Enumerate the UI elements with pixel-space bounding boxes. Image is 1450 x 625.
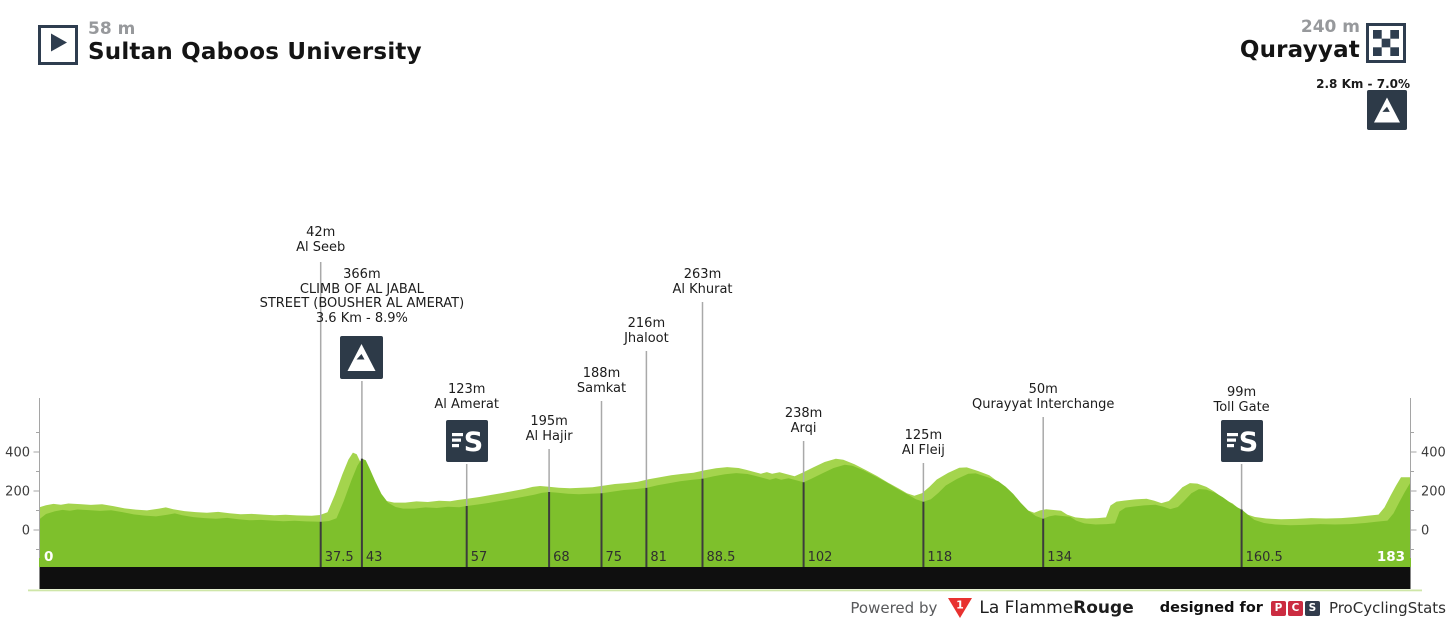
svg-text:1: 1: [957, 599, 965, 612]
y-tick-label-left: 400: [5, 446, 30, 461]
x-tick-label: 88.5: [707, 550, 736, 565]
x-tick-label: 81: [650, 550, 667, 565]
finish-flag-icon: [1366, 23, 1406, 63]
x-tick-label: 57: [471, 550, 488, 565]
lfr-name-bold: Rouge: [1073, 598, 1134, 618]
pcs-letter-c: C: [1287, 600, 1303, 616]
x-tick-label: 75: [606, 550, 623, 565]
y-tick-label-right: 400: [1421, 446, 1446, 461]
finish-block: 240 m Qurayyat: [1239, 17, 1360, 64]
procyclingstats-link[interactable]: ProCyclingStats: [1328, 599, 1446, 617]
y-tick-label-right: 200: [1421, 485, 1446, 500]
y-tick-label-right: 0: [1421, 524, 1429, 539]
pcs-letter-s: S: [1304, 600, 1320, 616]
x-tick-label: 160.5: [1246, 550, 1283, 565]
x-tick-label: 68: [553, 550, 570, 565]
pcs-logo-icon[interactable]: P C S: [1270, 600, 1322, 616]
y-tick-label-left: 200: [5, 485, 30, 500]
profile-area-main: [39, 458, 1411, 567]
x-tick-label: 43: [366, 550, 383, 565]
start-name: Sultan Qaboos University: [88, 39, 422, 65]
lfr-name-regular: La Flamme: [979, 598, 1074, 618]
la-flamme-rouge-link[interactable]: La FlammeRouge: [979, 598, 1133, 618]
y-tick-label-left: 0: [22, 524, 30, 539]
pcs-letter-p: P: [1270, 600, 1286, 616]
start-play-icon: [38, 25, 78, 65]
finish-name: Qurayyat: [1239, 37, 1360, 63]
la-flamme-rouge-logo-icon[interactable]: 1: [947, 597, 973, 619]
distance-black-bar: [39, 567, 1411, 589]
x-tick-label: 134: [1047, 550, 1072, 565]
final-climb-mountain-icon: [1367, 90, 1407, 134]
start-elevation: 58 m: [88, 19, 136, 39]
designed-for-text: designed for: [1159, 600, 1263, 616]
x-start-label: 0: [44, 549, 53, 565]
x-tick-label: 102: [808, 550, 833, 565]
final-climb-label: 2.8 Km - 7.0%: [1316, 77, 1410, 91]
powered-by-text: Powered by: [850, 599, 938, 617]
finish-elevation: 240 m: [1300, 17, 1360, 37]
start-block: 58 m Sultan Qaboos University: [88, 19, 422, 66]
axis-underline: [28, 589, 1422, 592]
profile-area: [39, 452, 1411, 567]
x-tick-label: 37.5: [325, 550, 354, 565]
credits-footer: Powered by 1 La FlammeRouge designed for…: [850, 594, 1446, 622]
x-tick-label: 118: [927, 550, 952, 565]
y-axes: [33, 398, 1417, 558]
x-end-label: 183: [1377, 549, 1405, 565]
